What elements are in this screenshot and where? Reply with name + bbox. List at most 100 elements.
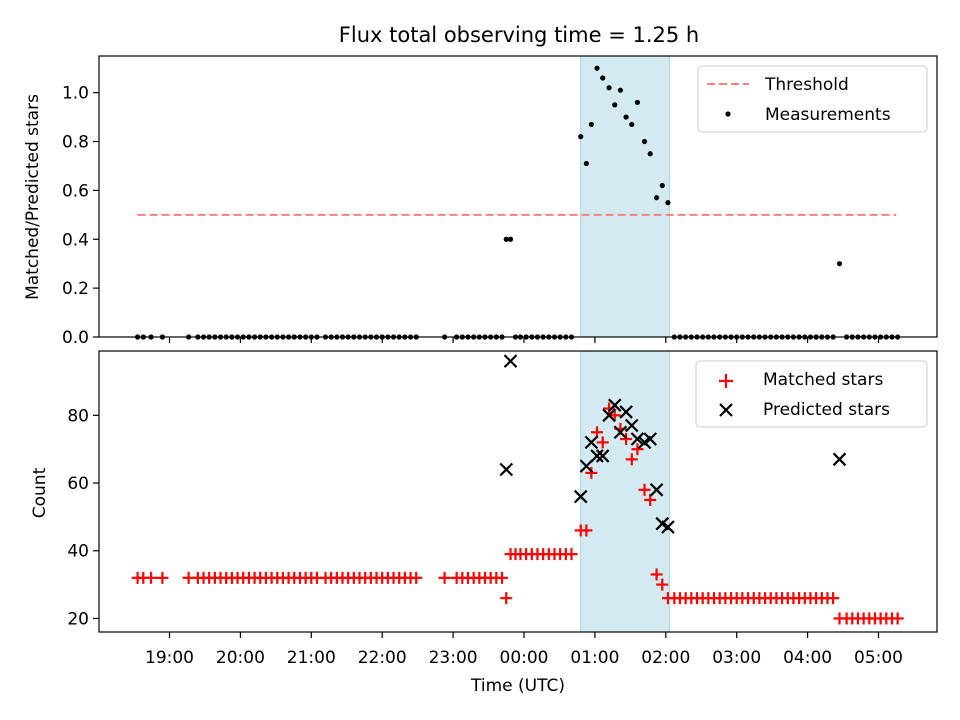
y-tick-label: 0.0 xyxy=(62,328,89,348)
y-tick-label: 20 xyxy=(67,609,89,629)
bottom-axes-frame xyxy=(98,350,938,633)
predicted-star-stroke-b xyxy=(503,354,518,368)
predicted-star-point xyxy=(643,432,657,446)
predicted-star-point xyxy=(649,483,664,497)
bottom-y-axis-label: Count xyxy=(30,467,50,518)
y-tick-label: 0.6 xyxy=(62,181,89,201)
predicted-star-point xyxy=(661,520,675,534)
predicted-star-stroke-b xyxy=(613,425,628,440)
measurements-legend-label: Measurements xyxy=(765,105,891,125)
bottom-panel: 20 40 60 80 19:00 20:00 21:00 22:00 23:00 00:00 0… xyxy=(30,350,938,696)
measurement-point xyxy=(641,138,648,145)
measurement-point xyxy=(578,134,584,140)
matched-star-point xyxy=(644,493,657,506)
y-tick-label: 80 xyxy=(67,406,89,426)
predicted-star-stroke-b xyxy=(630,432,645,446)
matched-star-point xyxy=(438,571,451,584)
predicted-star-stroke-b xyxy=(624,418,639,433)
matched-star-point xyxy=(565,548,578,561)
matched-star-point xyxy=(656,578,669,591)
measurement-point xyxy=(617,87,624,93)
top-axes-frame xyxy=(98,55,938,338)
x-axis-label: Time (UTC) xyxy=(470,676,565,696)
predicted-star-stroke-b xyxy=(584,435,599,450)
measurement-point xyxy=(606,85,612,91)
matched-star-point xyxy=(891,612,904,625)
matched-star-point xyxy=(631,443,644,456)
bottom-y-axis: 20 40 60 80 xyxy=(67,406,99,629)
y-tick-label: 1.0 xyxy=(62,84,89,104)
matched-star-point xyxy=(603,402,616,415)
predicted-star-point xyxy=(630,432,645,446)
matched-star-point xyxy=(620,433,633,446)
threshold-legend-label: Threshold xyxy=(764,75,849,95)
predicted-star-point xyxy=(624,418,639,433)
top-panel: 0.0 0.2 0.4 0.6 0.8 1.0 Matched/Predicted sta… xyxy=(23,55,938,348)
predicted-star-stroke-b xyxy=(579,459,594,473)
predicted-star-point xyxy=(607,398,622,412)
x-tick-label: 20:00 xyxy=(216,648,265,668)
x-tick-label: 02:00 xyxy=(641,648,690,668)
measurements-legend-swatch xyxy=(725,111,731,117)
x-tick-label: 01:00 xyxy=(570,648,619,668)
predicted-star-point xyxy=(595,449,610,463)
matched-star-point xyxy=(410,571,423,584)
matched-star-point xyxy=(608,409,621,422)
predicted-legend-label: Predicted stars xyxy=(763,400,890,420)
measurement-point xyxy=(583,160,589,167)
matched-star-point xyxy=(650,568,663,581)
y-tick-label: 0.2 xyxy=(62,279,89,299)
matched-star-point xyxy=(500,592,513,605)
measurement-point xyxy=(836,261,843,267)
matched-star-point xyxy=(827,592,840,605)
x-tick-label: 05:00 xyxy=(854,648,903,668)
x-tick-label: 04:00 xyxy=(783,648,832,668)
matched-star-point xyxy=(145,571,158,584)
measurement-point xyxy=(600,75,606,81)
measurement-point xyxy=(634,99,641,106)
predicted-star-stroke-b xyxy=(499,462,514,477)
measurement-point xyxy=(507,236,514,242)
matched-legend-label: Matched stars xyxy=(763,370,883,390)
measurement-point xyxy=(659,182,665,189)
measurement-point xyxy=(665,200,671,206)
measurement-point xyxy=(647,151,653,157)
predicted-star-stroke-b xyxy=(602,408,616,423)
predicted-star-point xyxy=(579,459,594,473)
predicted-star-point xyxy=(619,405,633,419)
predicted-star-stroke-b xyxy=(832,452,847,467)
predicted-legend-swatch xyxy=(719,403,733,417)
top-x-ticks xyxy=(168,337,880,343)
predicted-star-stroke-b xyxy=(607,398,622,412)
predicted-star-point xyxy=(832,452,847,467)
matched-star-point xyxy=(580,524,593,537)
x-tick-label: 22:00 xyxy=(358,648,407,668)
predicted-star-stroke-b xyxy=(661,520,675,534)
predicted-stars-series xyxy=(499,354,847,534)
x-tick-label: 21:00 xyxy=(287,648,336,668)
predicted-star-point xyxy=(584,435,599,450)
matched-star-point xyxy=(596,436,609,449)
top-legend: Threshold Measurements xyxy=(697,65,928,133)
predicted-star-point xyxy=(590,449,604,463)
predicted-star-point xyxy=(613,425,628,440)
y-tick-label: 40 xyxy=(67,542,89,562)
matched-legend-swatch xyxy=(719,374,733,388)
measurement-point xyxy=(594,65,600,71)
measurement-point xyxy=(612,102,618,108)
y-tick-label: 0.4 xyxy=(62,230,89,250)
top-y-axis: 0.0 0.2 0.4 0.6 0.8 1.0 xyxy=(62,84,99,348)
matched-star-point xyxy=(496,571,509,584)
top-y-axis-label: Matched/Predicted stars xyxy=(23,94,43,300)
predicted-star-stroke-b xyxy=(655,516,670,531)
predicted-star-stroke-b xyxy=(649,483,664,497)
measurement-point xyxy=(588,121,594,128)
predicted-star-point xyxy=(499,462,514,477)
matched-star-point xyxy=(638,483,651,496)
predicted-star-stroke-b xyxy=(595,449,610,463)
measurement-point xyxy=(629,121,635,128)
top-legend-box xyxy=(697,65,928,133)
x-tick-label: 23:00 xyxy=(429,648,478,668)
measurement-point xyxy=(623,114,629,120)
